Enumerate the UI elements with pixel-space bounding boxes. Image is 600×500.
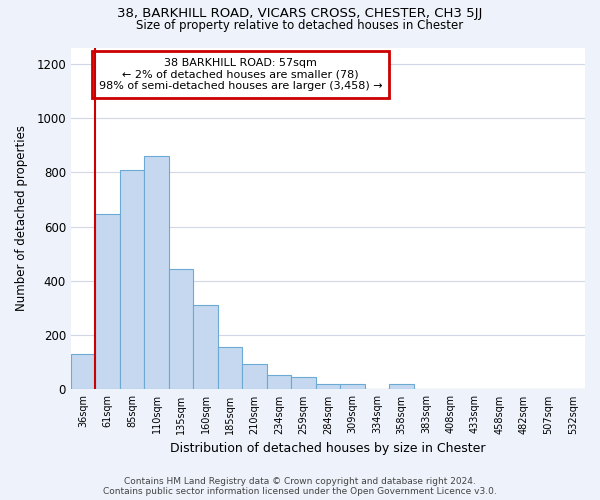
Bar [169,268,193,390]
Bar [71,354,95,390]
X-axis label: Distribution of detached houses by size in Chester: Distribution of detached houses by size … [170,442,486,455]
Bar [242,364,267,390]
Bar [193,306,218,390]
Text: Contains HM Land Registry data © Crown copyright and database right 2024.
Contai: Contains HM Land Registry data © Crown c… [103,476,497,496]
Bar [145,156,169,390]
Bar [120,170,145,390]
Text: Size of property relative to detached houses in Chester: Size of property relative to detached ho… [136,18,464,32]
Bar [316,384,340,390]
Bar [389,384,413,390]
Bar [267,374,291,390]
Text: 38 BARKHILL ROAD: 57sqm
← 2% of detached houses are smaller (78)
98% of semi-det: 38 BARKHILL ROAD: 57sqm ← 2% of detached… [99,58,382,91]
Bar [291,377,316,390]
Bar [218,348,242,390]
Y-axis label: Number of detached properties: Number of detached properties [15,126,28,312]
Text: 38, BARKHILL ROAD, VICARS CROSS, CHESTER, CH3 5JJ: 38, BARKHILL ROAD, VICARS CROSS, CHESTER… [118,8,482,20]
Bar [95,214,120,390]
Bar [340,384,365,390]
